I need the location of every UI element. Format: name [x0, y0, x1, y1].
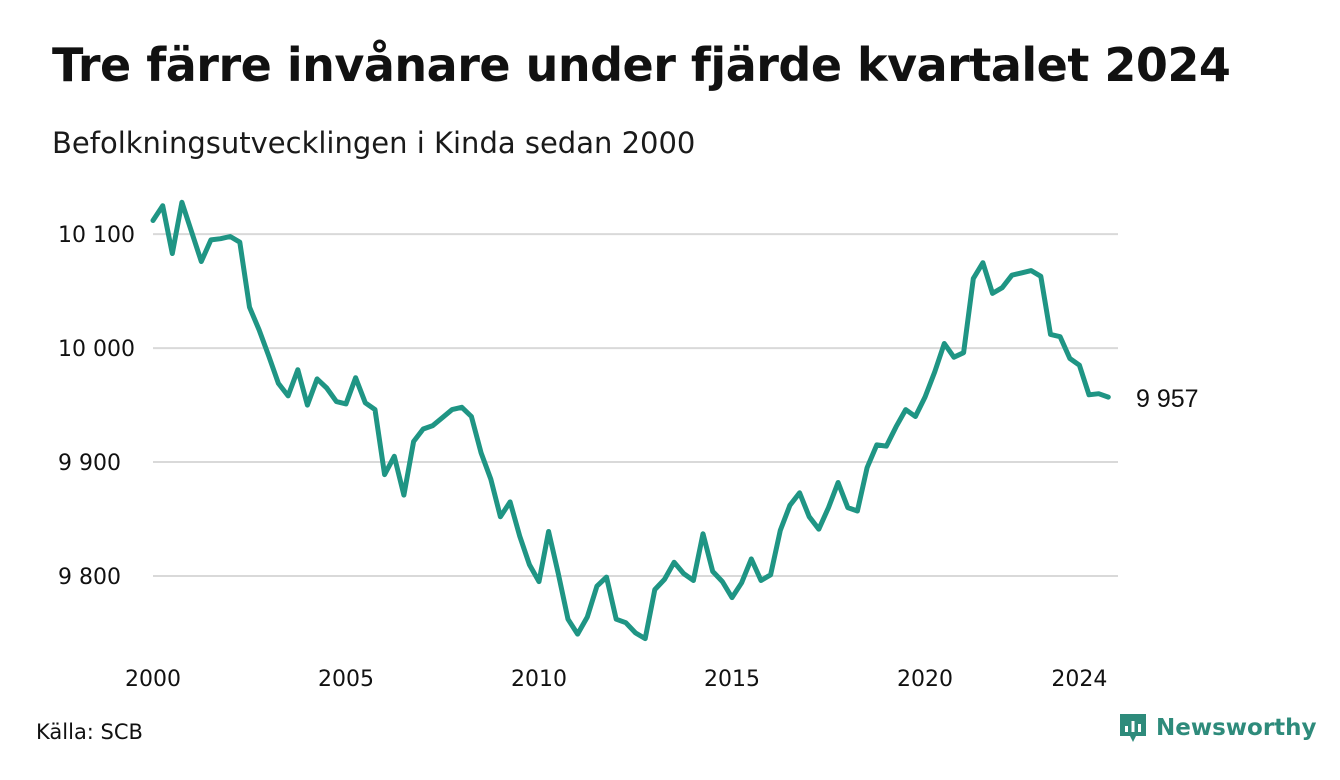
x-tick-label: 2000: [125, 667, 181, 692]
end-value-label: 9 957: [1136, 385, 1199, 413]
y-tick-label: 10 000: [58, 337, 135, 362]
brand[interactable]: Newsworthy: [1118, 712, 1317, 744]
source-note: Källa: SCB: [36, 720, 143, 744]
y-tick-label: 9 900: [58, 451, 121, 476]
chart-title: Tre färre invånare under fjärde kvartale…: [52, 38, 1231, 92]
newsworthy-logo-icon: [1120, 714, 1146, 742]
x-tick-label: 2024: [1051, 667, 1107, 692]
x-tick-label: 2020: [897, 667, 953, 692]
brand-name: Newsworthy: [1156, 715, 1317, 741]
chart-subtitle: Befolkningsutvecklingen i Kinda sedan 20…: [52, 126, 696, 160]
x-tick-label: 2015: [704, 667, 760, 692]
x-tick-label: 2005: [318, 667, 374, 692]
x-tick-label: 2010: [511, 667, 567, 692]
series-line: [150, 199, 1111, 642]
y-tick-label: 10 100: [58, 223, 135, 248]
y-tick-label: 9 800: [58, 565, 121, 590]
